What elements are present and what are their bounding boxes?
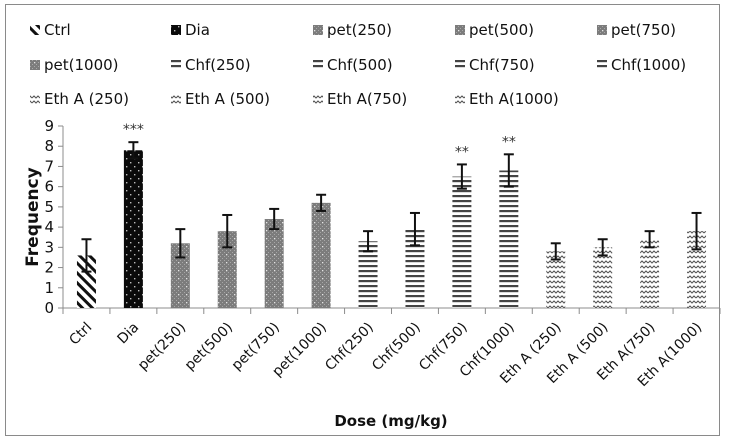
x-tick-label: Chf(250) (322, 320, 377, 375)
legend-swatch (30, 94, 40, 104)
legend-label: Chf(750) (469, 56, 535, 74)
legend-swatch (455, 60, 465, 70)
x-tick-label: pet(250) (135, 320, 189, 374)
bar (217, 231, 237, 308)
bar (123, 150, 143, 308)
bar-group-chf-750: ** (452, 144, 472, 308)
legend-item-ctrl: Ctrl (30, 21, 71, 39)
bar-group-eth-a-250 (546, 242, 566, 308)
legend-item-eth-a-250: Eth A (250) (30, 90, 129, 108)
legend-swatch (313, 25, 323, 35)
legend-swatch (455, 25, 465, 35)
bar (640, 239, 660, 308)
bar (405, 229, 425, 308)
legend-swatch (171, 60, 181, 70)
axes: 0 1 2 3 4 5 6 7 8 9 (44, 117, 721, 317)
bar (499, 170, 519, 308)
bar (452, 176, 472, 308)
bar-group-dia: *** (123, 122, 144, 308)
legend-label: Eth A (500) (185, 90, 270, 108)
x-tick-label: Ctrl (66, 320, 95, 349)
bars: ******* (76, 122, 707, 308)
significance-marker: ** (502, 134, 516, 150)
category-labels: Ctrl Diapet(250)pet(500)pet(750)pet(1000)… (66, 320, 705, 391)
legend-swatch (313, 60, 323, 70)
bar (311, 202, 331, 308)
y-tick-label: 3 (44, 238, 54, 256)
legend-swatch (30, 25, 40, 35)
bar-group-chf-1000: ** (499, 134, 519, 308)
y-tick-label: 2 (44, 259, 54, 277)
x-tick-label: Chf(500) (369, 320, 424, 375)
bar (170, 243, 190, 308)
legend-item-pet-250: pet(250) (313, 21, 392, 39)
bar-group-pet-500 (217, 213, 237, 308)
bar-group-chf-500 (405, 211, 425, 308)
legend-item-dia: Dia (171, 21, 210, 39)
bar-group-ctrl (76, 238, 96, 308)
bar-group-eth-a-750 (640, 230, 660, 308)
y-tick-label: 9 (44, 117, 54, 135)
legend-label: Ctrl (44, 21, 71, 39)
bar-group-chf-250 (358, 230, 378, 308)
legend-item-pet-750: pet(750) (597, 21, 676, 39)
legend-label: Chf(250) (185, 56, 251, 74)
legend-item-eth-a-500: Eth A (500) (171, 90, 270, 108)
legend-label: pet(250) (327, 21, 392, 39)
bar-group-pet-250 (170, 228, 190, 308)
legend-label: pet(500) (469, 21, 534, 39)
legend-label: pet(750) (611, 21, 676, 39)
bar (76, 255, 96, 308)
bar-group-eth-a-1000 (687, 211, 707, 308)
legend-item-chf-1000: Chf(1000) (597, 56, 686, 74)
legend-swatch (171, 25, 181, 35)
legend-item-chf-250: Chf(250) (171, 56, 251, 74)
legend-label: Chf(1000) (611, 56, 686, 74)
legend-item-pet-500: pet(500) (455, 21, 534, 39)
legend-item-eth-a-1000: Eth A(1000) (455, 90, 559, 108)
legend-swatch (30, 60, 40, 70)
significance-marker: ** (455, 144, 469, 160)
y-axis-title: Frequency (23, 167, 43, 267)
legend-item-chf-500: Chf(500) (313, 56, 393, 74)
legend-item-chf-750: Chf(750) (455, 56, 535, 74)
legend-label: Eth A(750) (327, 90, 407, 108)
legend-swatch (597, 60, 607, 70)
bar (687, 231, 707, 308)
y-tick-label: 4 (44, 218, 54, 236)
legend-item-pet-1000: pet(1000) (30, 56, 119, 74)
legend-swatch (597, 25, 607, 35)
legend-swatch (313, 94, 323, 104)
legend-label: Eth A(1000) (469, 90, 559, 108)
legend-item-eth-a-750: Eth A(750) (313, 90, 407, 108)
y-tick-label: 8 (44, 137, 54, 155)
legend-label: pet(1000) (44, 56, 119, 74)
y-tick-label: 0 (44, 299, 54, 317)
y-tick-label: 7 (44, 157, 54, 175)
y-tick-label: 5 (44, 198, 54, 216)
bar (264, 219, 284, 308)
x-axis-title: Dose (mg/kg) (334, 412, 447, 430)
legend-label: Dia (185, 21, 210, 39)
legend-label: Eth A (250) (44, 90, 129, 108)
y-tick-label: 1 (44, 279, 54, 297)
significance-marker: *** (123, 122, 144, 138)
bar-group-pet-750 (264, 207, 284, 308)
bar-group-pet-1000 (311, 193, 331, 308)
legend: Ctrl Dia pet(250) pet(500) pet(750) pet(1000)… (30, 21, 686, 108)
bar (593, 247, 613, 308)
legend-label: Chf(500) (327, 56, 393, 74)
legend-swatch (455, 94, 465, 104)
legend-swatch (171, 94, 181, 104)
bar (546, 251, 566, 308)
y-tick-label: 6 (44, 178, 54, 196)
bar (358, 241, 378, 308)
x-tick-label: pet(500) (182, 320, 236, 374)
x-tick-label: Dia (114, 320, 142, 348)
bar-group-eth-a-500 (593, 238, 613, 308)
